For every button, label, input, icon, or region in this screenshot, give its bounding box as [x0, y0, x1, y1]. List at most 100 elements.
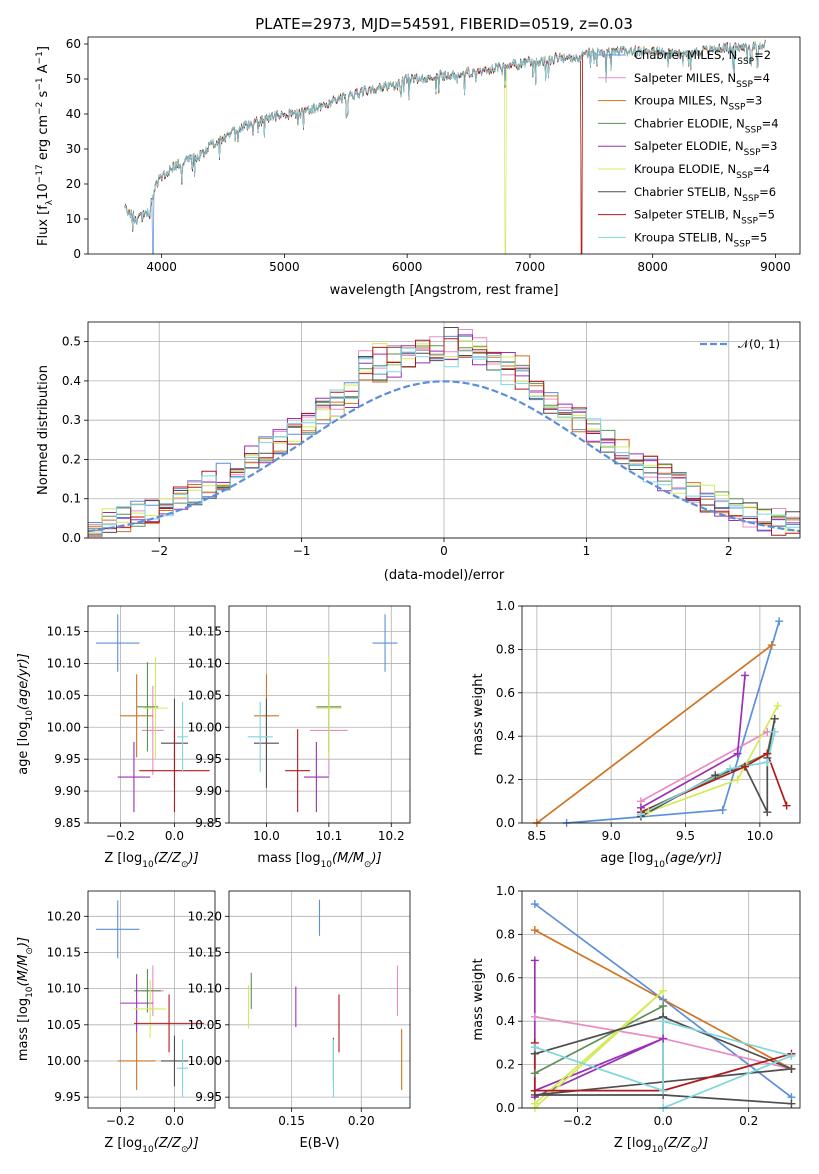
axes-frame-residuals — [87, 321, 801, 539]
x-tick-label: 10.0 — [253, 829, 280, 843]
weight-marker — [773, 701, 782, 710]
weight-marker — [726, 764, 735, 773]
x-tick-label: 10.0 — [747, 829, 774, 843]
weight-line — [640, 752, 788, 813]
x-tick-label: 10.1 — [316, 829, 343, 843]
axes-weight-vs-Z: −0.2 0.0 0.2 0.0 0.2 0.4 0.6 0.8 1.0 Z [log10(Z/Z… — [471, 884, 801, 1155]
legend-label: Kroupa MILES, NSSP=3 — [634, 94, 762, 113]
legend-label: Salpeter ELODIE, NSSP=3 — [634, 139, 777, 158]
normal-curve — [88, 380, 800, 533]
weight-marker — [740, 762, 749, 771]
legend-label: Chabrier MILES, NSSP=2 — [634, 48, 771, 67]
y-tick-label: 10.10 — [47, 982, 81, 996]
x-tick-label: 9.5 — [676, 829, 695, 843]
y-tick-label: 0.5 — [62, 335, 81, 349]
y-tick-label: 60 — [66, 37, 81, 51]
x-tick-label: 9.0 — [602, 829, 621, 843]
x-tick-label: 9000 — [760, 260, 791, 274]
x-tick-label: 10.2 — [378, 829, 405, 843]
weight-marker — [644, 808, 653, 817]
y-tick-label: 0.3 — [62, 413, 81, 427]
legend-label: Kroupa STELIB, NSSP=5 — [634, 230, 767, 249]
legend-label: 𝒩(0, 1) — [738, 337, 780, 351]
x-tick-label: 2 — [725, 544, 733, 558]
weight-marker — [530, 1012, 539, 1021]
weight-marker — [775, 617, 784, 626]
y-tick-label: 0.2 — [62, 452, 81, 466]
y-tick-label: 0.6 — [496, 686, 515, 700]
axes-frame-mass-vs-Z — [87, 890, 216, 1109]
y-tick-label: 10.15 — [188, 625, 222, 639]
y-tick-label: 0.0 — [62, 531, 81, 545]
x-tick-label: 7000 — [515, 260, 546, 274]
weight-marker — [787, 1099, 796, 1108]
histogram-step — [88, 338, 800, 537]
axes-spectrum: 4000 5000 6000 7000 8000 9000 0 10 20 30 40 50 60 wav… — [35, 36, 801, 298]
spectrum-line — [124, 39, 766, 231]
weight-marker — [787, 1051, 796, 1060]
weight-marker — [763, 758, 772, 767]
x-tick-label: 6000 — [392, 260, 423, 274]
y-tick-label: 0.6 — [496, 971, 515, 985]
weight-marker — [770, 727, 779, 736]
weight-marker — [763, 727, 772, 736]
axes-frame-mass-vs-EBV — [228, 890, 411, 1109]
plot-area-age-vs-Z — [96, 614, 210, 813]
histogram-step — [88, 347, 800, 538]
weight-marker — [659, 1002, 668, 1011]
legend-label: Chabrier ELODIE, NSSP=4 — [634, 116, 779, 135]
weight-marker — [787, 1064, 796, 1073]
axes-mass-vs-Z: −0.2 0.0 9.95 10.00 10.05 10.10 10.15 10.20 Z [l… — [16, 890, 216, 1155]
weight-marker — [659, 986, 668, 995]
y-tick-label: 0.4 — [496, 1014, 515, 1028]
x-tick-label: −0.2 — [106, 1114, 135, 1128]
x-tick-label: 5000 — [269, 260, 300, 274]
weight-line — [536, 644, 773, 823]
weight-marker — [530, 1069, 539, 1078]
y-tick-label: 30 — [66, 142, 81, 156]
y-tick-label: 10.05 — [188, 1018, 222, 1032]
y-tick-label: 0 — [73, 247, 81, 261]
weight-line — [566, 620, 781, 823]
x-axis-label: Z [log10(Z/Z⊙)] — [104, 1136, 198, 1155]
y-tick-label: 50 — [66, 72, 81, 86]
y-tick-label: 0.4 — [62, 374, 81, 388]
plot-area-age-vs-mass — [247, 614, 398, 813]
plot-area-weight-vs-age — [536, 620, 788, 823]
plot-area-mass-vs-Z — [96, 900, 205, 1098]
x-tick-label: −0.2 — [563, 1114, 592, 1128]
y-axis-label: mass [log10(M/M⊙)] — [16, 937, 35, 1061]
weight-marker — [733, 775, 742, 784]
y-tick-label: 1.0 — [496, 884, 515, 898]
weight-marker — [763, 808, 772, 817]
weight-marker — [530, 1043, 539, 1052]
y-tick-label: 0.8 — [496, 642, 515, 656]
y-axis-label: age [log10(age/yr)] — [16, 653, 35, 775]
x-tick-label: 4000 — [146, 260, 177, 274]
x-axis-label: (data-model)/error — [384, 568, 505, 583]
y-tick-label: 0.4 — [496, 729, 515, 743]
x-axis-label: E(B-V) — [299, 1136, 339, 1151]
x-tick-label: −2 — [150, 544, 168, 558]
x-axis-label: age [log10(age/yr)] — [600, 851, 722, 870]
weight-marker — [530, 1086, 539, 1095]
legend: Chabrier MILES, NSSP=2 Salpeter MILES, NS… — [598, 48, 779, 249]
spectrum-line — [124, 39, 766, 232]
axes-frame-weight-vs-age — [521, 605, 801, 824]
x-tick-label: −1 — [293, 544, 311, 558]
y-tick-label: 20 — [66, 177, 81, 191]
weight-marker — [659, 1017, 668, 1026]
legend-label: Kroupa ELODIE, NSSP=4 — [634, 162, 770, 181]
axes-frame-weight-vs-Z — [521, 890, 801, 1109]
weight-marker — [740, 671, 749, 680]
weight-line — [640, 731, 776, 816]
axes-age-vs-Z: −0.2 0.0 9.85 9.90 9.95 10.00 10.05 10.10 10.15 Z… — [16, 605, 216, 870]
x-axis-label: wavelength [Angstrom, rest frame] — [330, 283, 559, 298]
y-tick-label: 9.90 — [54, 784, 81, 798]
y-tick-label: 0.2 — [496, 1058, 515, 1072]
y-tick-label: 10.10 — [188, 656, 222, 670]
x-tick-label: 0.15 — [278, 1114, 305, 1128]
weight-line — [533, 1042, 792, 1092]
x-tick-label: −0.2 — [106, 829, 135, 843]
y-tick-label: 10.20 — [47, 909, 81, 923]
